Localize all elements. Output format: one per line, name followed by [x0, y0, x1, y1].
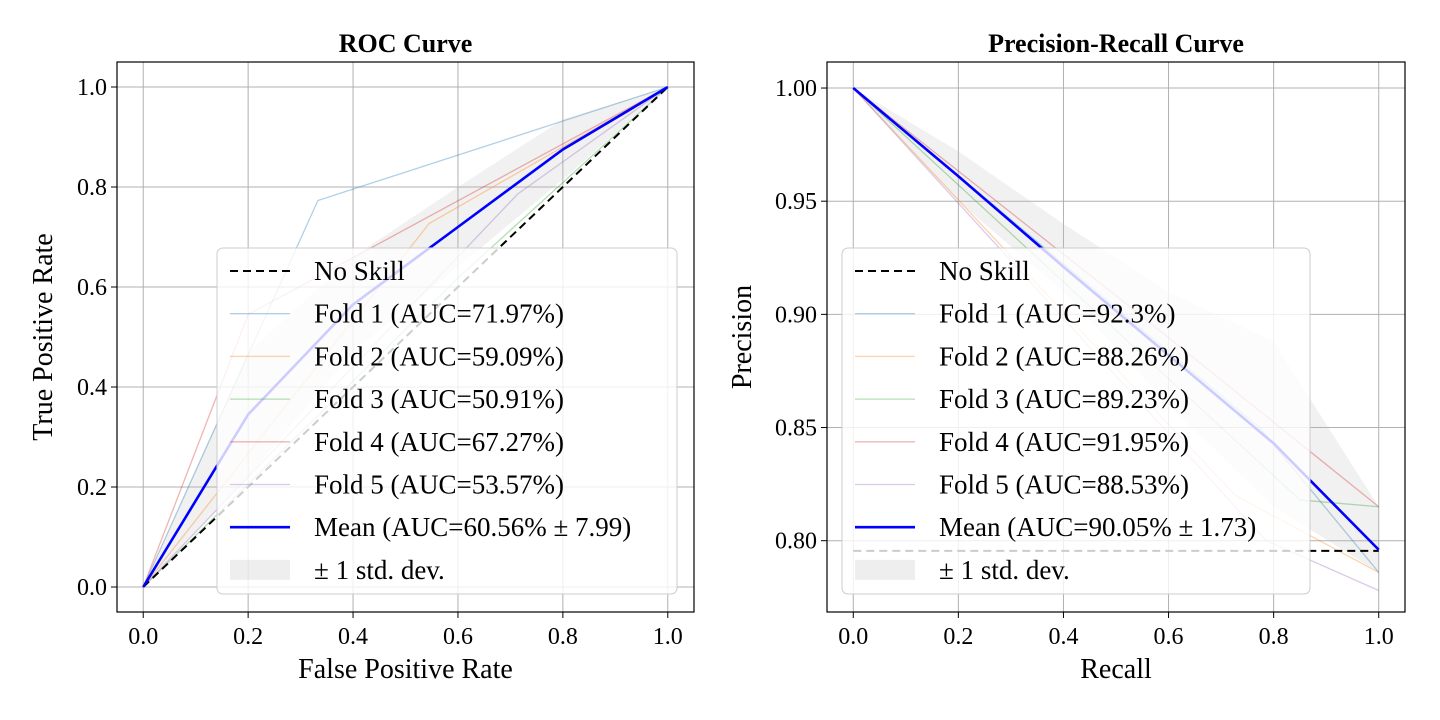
- fold-1-line: [142, 86, 668, 588]
- x-tick-label: 1.0: [1364, 624, 1394, 650]
- x-tick-label: 0.0: [128, 624, 158, 650]
- y-tick-label: 0.90: [775, 302, 817, 328]
- legend-fold-3-label: Fold 3 (AUC=89.23%): [939, 384, 1189, 414]
- y-axis-label: True Positive Rate: [28, 233, 59, 440]
- x-tick-label: 1.0: [653, 624, 683, 650]
- legend-fold-1-label: Fold 1 (AUC=92.3%): [939, 299, 1175, 329]
- x-tick-label: 0.8: [1259, 624, 1289, 650]
- legend-fold-5-label: Fold 5 (AUC=53.57%): [314, 470, 564, 500]
- y-axis-label: Precision: [727, 285, 758, 389]
- legend-fold-5-label: Fold 5 (AUC=88.53%): [939, 470, 1189, 500]
- y-tick-label: 1.00: [775, 76, 817, 102]
- x-tick-label: 0.4: [1048, 624, 1078, 650]
- x-tick-label: 0.8: [548, 624, 578, 650]
- x-axis-label: Recall: [1080, 654, 1152, 685]
- y-tick-label: 0.4: [77, 375, 107, 401]
- y-tick-label: 0.80: [775, 529, 817, 555]
- legend-std-band-label: ± 1 std. dev.: [314, 555, 445, 585]
- legend-std-band-handle: [855, 559, 915, 580]
- legend-fold-2-label: Fold 2 (AUC=59.09%): [314, 341, 564, 371]
- x-tick-label: 0.6: [443, 624, 473, 650]
- y-tick-label: 0.85: [775, 416, 817, 442]
- y-tick-label: 0.8: [77, 175, 107, 201]
- legend-no-skill-label: No Skill: [939, 256, 1030, 286]
- legend-fold-3-label: Fold 3 (AUC=50.91%): [314, 384, 564, 414]
- legend-fold-1-label: Fold 1 (AUC=71.97%): [314, 299, 564, 329]
- x-tick-label: 0.0: [838, 624, 868, 650]
- legend-std-band-label: ± 1 std. dev.: [939, 555, 1070, 585]
- x-axis-label: False Positive Rate: [298, 654, 513, 685]
- chart-1: 0.0 0.2 0.4 0.6 0.8 1.0 0.0 0.2 0.4 0.6 0.8 1.0 ROC …: [28, 29, 695, 685]
- chart-title: Precision-Recall Curve: [988, 29, 1244, 58]
- y-tick-label: 0.2: [77, 475, 107, 501]
- legend-no-skill-label: No Skill: [314, 256, 405, 286]
- axes-frame: [116, 61, 695, 613]
- y-tick-label: 0.6: [77, 275, 107, 301]
- legend-mean-label: Mean (AUC=60.56% ± 7.99): [314, 512, 631, 542]
- chart-title: ROC Curve: [339, 29, 473, 58]
- chart-2: 0.0 0.2 0.4 0.6 0.8 1.0 0.80 0.85 0.90 0.95 1.00 Pr…: [727, 29, 1406, 685]
- legend: No Skill Fold 1 (AUC=92.3%) Fold 2 (AUC=88…: [841, 247, 1311, 595]
- x-tick-label: 0.2: [943, 624, 973, 650]
- x-tick-label: 0.4: [338, 624, 368, 650]
- y-tick-label: 0.0: [77, 575, 107, 601]
- legend-fold-4-label: Fold 4 (AUC=91.95%): [939, 427, 1189, 457]
- legend-mean-label: Mean (AUC=90.05% ± 1.73): [939, 512, 1256, 542]
- legend-std-band-handle: [230, 559, 290, 580]
- legend-fold-2-label: Fold 2 (AUC=88.26%): [939, 341, 1189, 371]
- x-tick-label: 0.2: [233, 624, 263, 650]
- legend-fold-4-label: Fold 4 (AUC=67.27%): [314, 427, 564, 457]
- legend: No Skill Fold 1 (AUC=71.97%) Fold 2 (AUC=5…: [216, 247, 678, 595]
- y-tick-label: 1.0: [77, 75, 107, 101]
- y-tick-label: 0.95: [775, 189, 817, 215]
- axes-frame: [826, 61, 1406, 613]
- legend-box: [841, 247, 1311, 595]
- legend-box: [216, 247, 678, 595]
- x-tick-label: 0.6: [1154, 624, 1184, 650]
